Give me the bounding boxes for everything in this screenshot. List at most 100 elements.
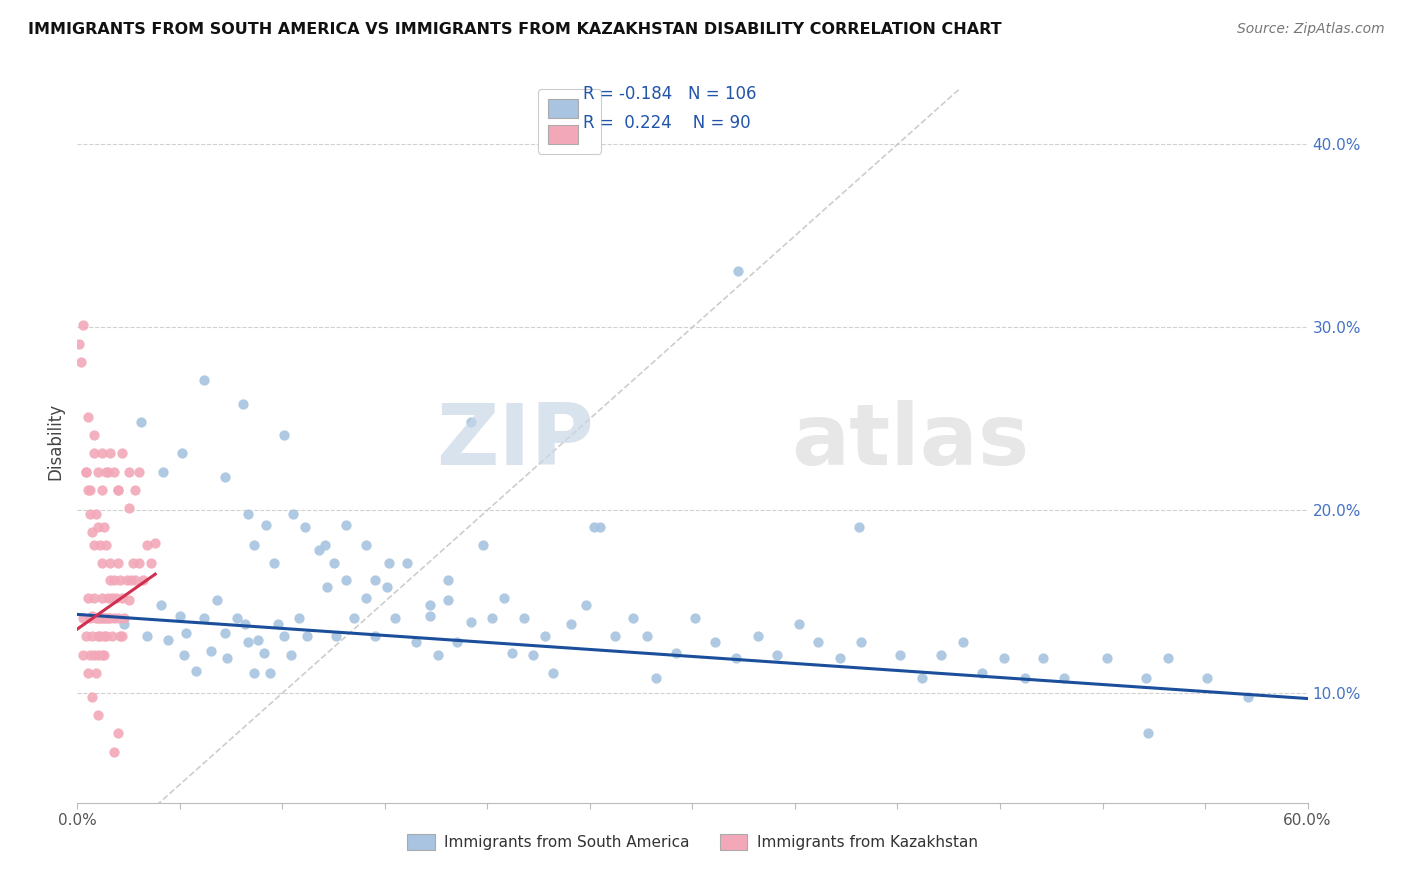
Point bbox=[75, 465, 97, 479]
Point bbox=[79, 648, 101, 662]
Point bbox=[1095, 651, 1118, 665]
Point bbox=[90, 648, 114, 662]
Point bbox=[560, 616, 582, 631]
Point bbox=[87, 465, 110, 479]
Point bbox=[93, 629, 115, 643]
Point bbox=[124, 573, 146, 587]
Point bbox=[124, 483, 146, 497]
Point bbox=[79, 483, 101, 497]
Point bbox=[704, 635, 727, 649]
Text: IMMIGRANTS FROM SOUTH AMERICA VS IMMIGRANTS FROM KAZAKHSTAN DISABILITY CORRELATI: IMMIGRANTS FROM SOUTH AMERICA VS IMMIGRA… bbox=[28, 22, 1001, 37]
Point bbox=[214, 470, 236, 484]
Point bbox=[193, 373, 215, 387]
Point bbox=[437, 573, 460, 587]
Point bbox=[128, 465, 150, 479]
Point bbox=[1136, 726, 1159, 740]
Point bbox=[513, 611, 536, 625]
Point bbox=[90, 591, 114, 605]
Point bbox=[90, 556, 114, 570]
Point bbox=[110, 573, 132, 587]
Point bbox=[363, 573, 385, 587]
Point bbox=[583, 519, 606, 533]
Point bbox=[193, 611, 215, 625]
Point bbox=[89, 538, 111, 552]
Point bbox=[396, 556, 419, 570]
Point bbox=[93, 611, 115, 625]
Point bbox=[236, 507, 259, 521]
Point bbox=[437, 592, 460, 607]
Point bbox=[80, 629, 103, 643]
Point bbox=[787, 616, 810, 631]
Point bbox=[1157, 651, 1180, 665]
Point bbox=[98, 573, 121, 587]
Point bbox=[87, 629, 110, 643]
Point bbox=[132, 573, 155, 587]
Point bbox=[267, 616, 290, 631]
Point bbox=[644, 672, 666, 686]
Point bbox=[76, 665, 98, 680]
Point bbox=[75, 629, 97, 643]
Point bbox=[120, 573, 142, 587]
Point bbox=[1197, 672, 1219, 686]
Point bbox=[98, 611, 121, 625]
Point bbox=[378, 556, 401, 570]
Point bbox=[115, 573, 138, 587]
Point bbox=[101, 591, 124, 605]
Point bbox=[98, 556, 121, 570]
Point bbox=[314, 538, 336, 552]
Point bbox=[242, 665, 264, 680]
Point bbox=[335, 517, 357, 532]
Point bbox=[129, 415, 152, 429]
Point bbox=[636, 629, 658, 643]
Point bbox=[80, 690, 103, 704]
Text: R =  0.224    N = 90: R = 0.224 N = 90 bbox=[583, 114, 751, 132]
Point bbox=[481, 611, 503, 625]
Point bbox=[107, 611, 129, 625]
Y-axis label: Disability: Disability bbox=[46, 403, 65, 480]
Point bbox=[246, 632, 269, 647]
Point bbox=[848, 519, 870, 533]
Point bbox=[83, 446, 105, 460]
Point bbox=[259, 665, 281, 680]
Point bbox=[830, 651, 852, 665]
Point bbox=[111, 446, 134, 460]
Point bbox=[281, 507, 304, 521]
Point bbox=[335, 573, 357, 587]
Point bbox=[80, 609, 103, 624]
Point bbox=[72, 611, 94, 625]
Point bbox=[107, 483, 129, 497]
Point bbox=[111, 629, 134, 643]
Point bbox=[98, 446, 121, 460]
Point bbox=[105, 591, 128, 605]
Point bbox=[419, 599, 441, 613]
Point bbox=[83, 591, 105, 605]
Point bbox=[683, 611, 706, 625]
Point bbox=[103, 573, 125, 587]
Point bbox=[111, 591, 134, 605]
Point bbox=[89, 611, 111, 625]
Point bbox=[460, 615, 482, 629]
Point bbox=[1014, 672, 1036, 686]
Point bbox=[93, 648, 115, 662]
Point bbox=[97, 611, 120, 625]
Point bbox=[114, 611, 136, 625]
Point bbox=[101, 629, 124, 643]
Point bbox=[97, 591, 120, 605]
Point bbox=[114, 616, 136, 631]
Point bbox=[72, 318, 94, 333]
Text: R = -0.184   N = 106: R = -0.184 N = 106 bbox=[583, 85, 756, 103]
Point bbox=[343, 611, 366, 625]
Point bbox=[952, 635, 974, 649]
Point bbox=[170, 446, 193, 460]
Point bbox=[107, 483, 129, 497]
Point bbox=[849, 635, 872, 649]
Point bbox=[121, 556, 143, 570]
Point bbox=[765, 648, 787, 662]
Point bbox=[589, 519, 612, 533]
Point bbox=[215, 651, 238, 665]
Point bbox=[356, 538, 378, 552]
Point bbox=[72, 648, 94, 662]
Text: atlas: atlas bbox=[792, 400, 1029, 483]
Point bbox=[103, 745, 125, 759]
Point bbox=[205, 592, 228, 607]
